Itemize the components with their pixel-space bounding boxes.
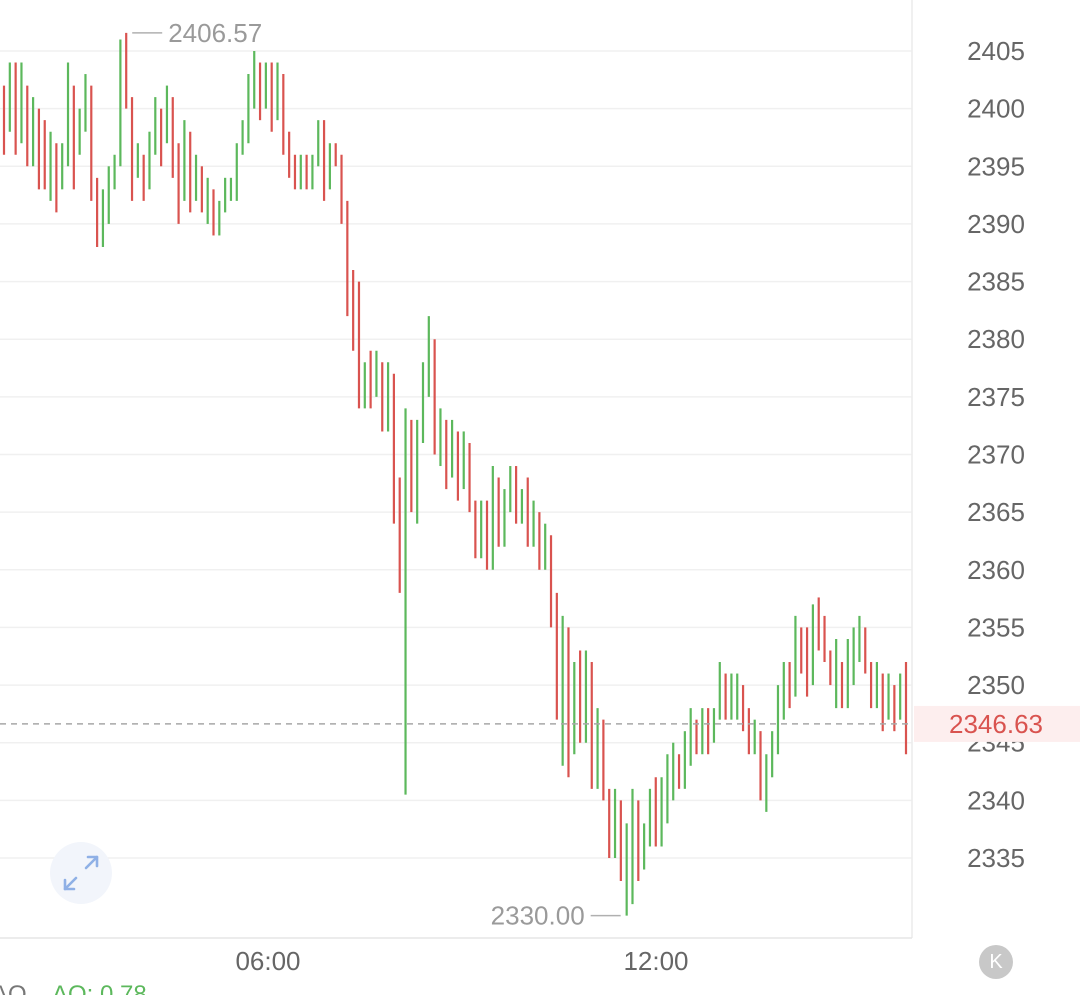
- k-button[interactable]: K: [979, 945, 1013, 979]
- y-tick-label: 2390: [967, 209, 1025, 239]
- y-axis: 2335234023452350235523602365237023752380…: [967, 36, 1025, 873]
- high-label: 2406.57: [168, 18, 262, 48]
- last-price-label: 2346.63: [949, 709, 1043, 739]
- x-axis: 06:00 12:00: [235, 946, 688, 976]
- low-label: 2330.00: [491, 901, 585, 931]
- expand-arrows-icon: [63, 855, 99, 891]
- y-tick-label: 2380: [967, 324, 1025, 354]
- y-tick-label: 2385: [967, 267, 1025, 297]
- y-tick-label: 2365: [967, 497, 1025, 527]
- y-tick-label: 2395: [967, 151, 1025, 181]
- y-tick-label: 2360: [967, 555, 1025, 585]
- y-tick-label: 2355: [967, 612, 1025, 642]
- last-price-tag: [914, 705, 1080, 742]
- x-tick-label: 06:00: [235, 946, 300, 976]
- expand-button[interactable]: [50, 842, 112, 904]
- indicator-name: AO: [0, 981, 27, 995]
- y-tick-label: 2370: [967, 440, 1025, 470]
- x-tick-label: 12:00: [623, 946, 688, 976]
- ohlc-bars: [2, 32, 908, 916]
- grid-lines: [0, 50, 912, 859]
- y-tick-label: 2335: [967, 843, 1025, 873]
- indicator-value: AO: 0.78: [52, 981, 147, 995]
- y-tick-label: 2400: [967, 94, 1025, 124]
- y-tick-label: 2405: [967, 36, 1025, 66]
- y-tick-label: 2340: [967, 785, 1025, 815]
- y-tick-label: 2350: [967, 670, 1025, 700]
- y-tick-label: 2375: [967, 382, 1025, 412]
